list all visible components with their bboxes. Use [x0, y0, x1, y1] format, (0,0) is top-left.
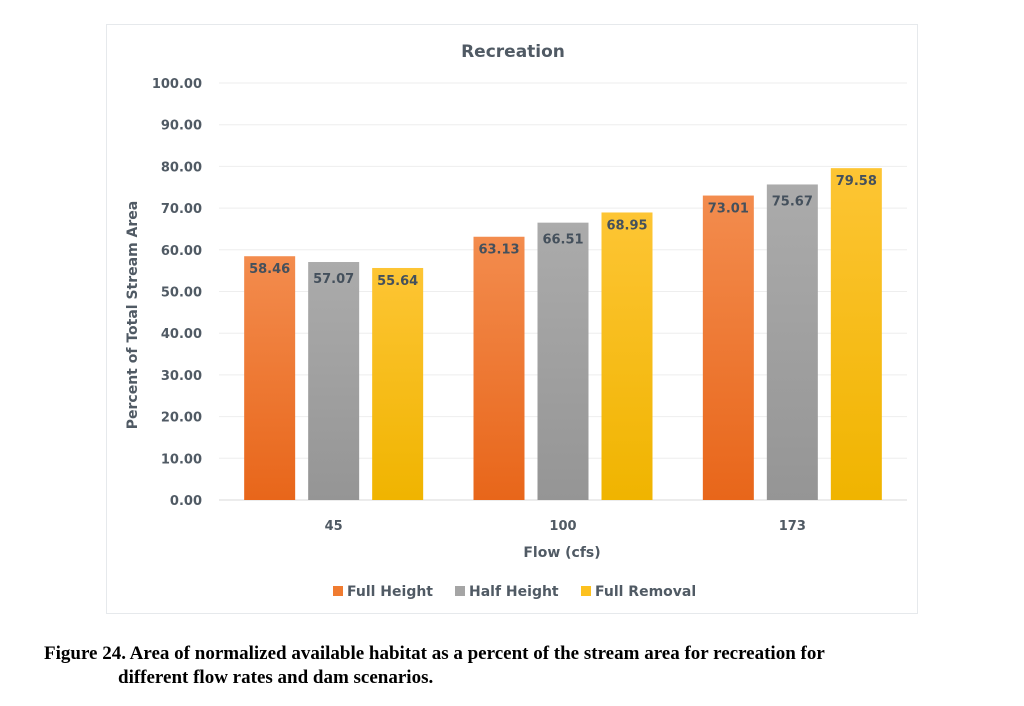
x-tick-label: 173 [779, 519, 806, 534]
data-label: 73.01 [708, 202, 749, 217]
bar-full-removal-100 [601, 212, 653, 500]
chart-title: Recreation [461, 42, 565, 62]
y-tick-label: 0.00 [170, 494, 202, 509]
bar-half-height-100 [537, 222, 589, 500]
y-tick-label: 40.00 [161, 327, 202, 342]
y-tick-label: 70.00 [161, 202, 202, 217]
chart-frame: 0.00 10.00 20.00 30.00 40.00 50.00 60.00 70.00 8… [106, 24, 918, 614]
legend-label: Full Removal [595, 584, 696, 600]
legend-label: Half Height [469, 584, 559, 600]
figure-caption: Figure 24. Area of normalized available … [44, 642, 1004, 690]
data-label: 75.67 [772, 194, 813, 209]
legend-swatch [581, 586, 591, 596]
x-axis-label: Flow (cfs) [523, 545, 600, 561]
y-tick-label: 80.00 [161, 160, 202, 175]
y-tick-label: 10.00 [161, 452, 202, 467]
bar-full-removal-45 [372, 267, 424, 500]
bar-full-removal-173 [830, 168, 882, 500]
bar-half-height-45 [308, 262, 360, 500]
y-tick-label: 90.00 [161, 119, 202, 134]
legend-swatch [455, 586, 465, 596]
y-axis-label: Percent of Total Stream Area [125, 201, 141, 429]
y-tick-label: 100.00 [152, 77, 202, 92]
caption-line-1: Figure 24. Area of normalized available … [44, 643, 825, 664]
caption-line-2: different flow rates and dam scenarios. [118, 667, 434, 688]
data-label: 66.51 [542, 233, 583, 248]
bar-full-height-45 [244, 256, 296, 500]
bar-full-height-173 [702, 195, 754, 501]
y-tick-label: 60.00 [161, 244, 202, 259]
legend-item-full-height: Full Height [333, 584, 433, 600]
data-label: 68.95 [606, 218, 647, 233]
y-tick-label: 20.00 [161, 411, 202, 426]
y-tick-label: 50.00 [161, 286, 202, 301]
legend: Full Height Half Height Full Removal [333, 584, 696, 600]
data-label: 57.07 [313, 272, 354, 287]
data-label: 58.46 [249, 262, 290, 277]
legend-label: Full Height [347, 584, 433, 600]
y-tick-label: 30.00 [161, 369, 202, 384]
legend-item-full-removal: Full Removal [581, 584, 696, 600]
x-tick-label: 45 [325, 519, 343, 534]
bar-full-height-100 [473, 236, 525, 500]
legend-item-half-height: Half Height [455, 584, 559, 600]
data-label: 55.64 [377, 274, 418, 289]
bar-half-height-173 [766, 184, 818, 500]
legend-swatch [333, 586, 343, 596]
data-label: 79.58 [836, 174, 877, 189]
data-label: 63.13 [478, 243, 519, 258]
x-tick-label: 100 [549, 519, 576, 534]
bar-chart: 0.00 10.00 20.00 30.00 40.00 50.00 60.00 70.00 8… [125, 42, 907, 600]
